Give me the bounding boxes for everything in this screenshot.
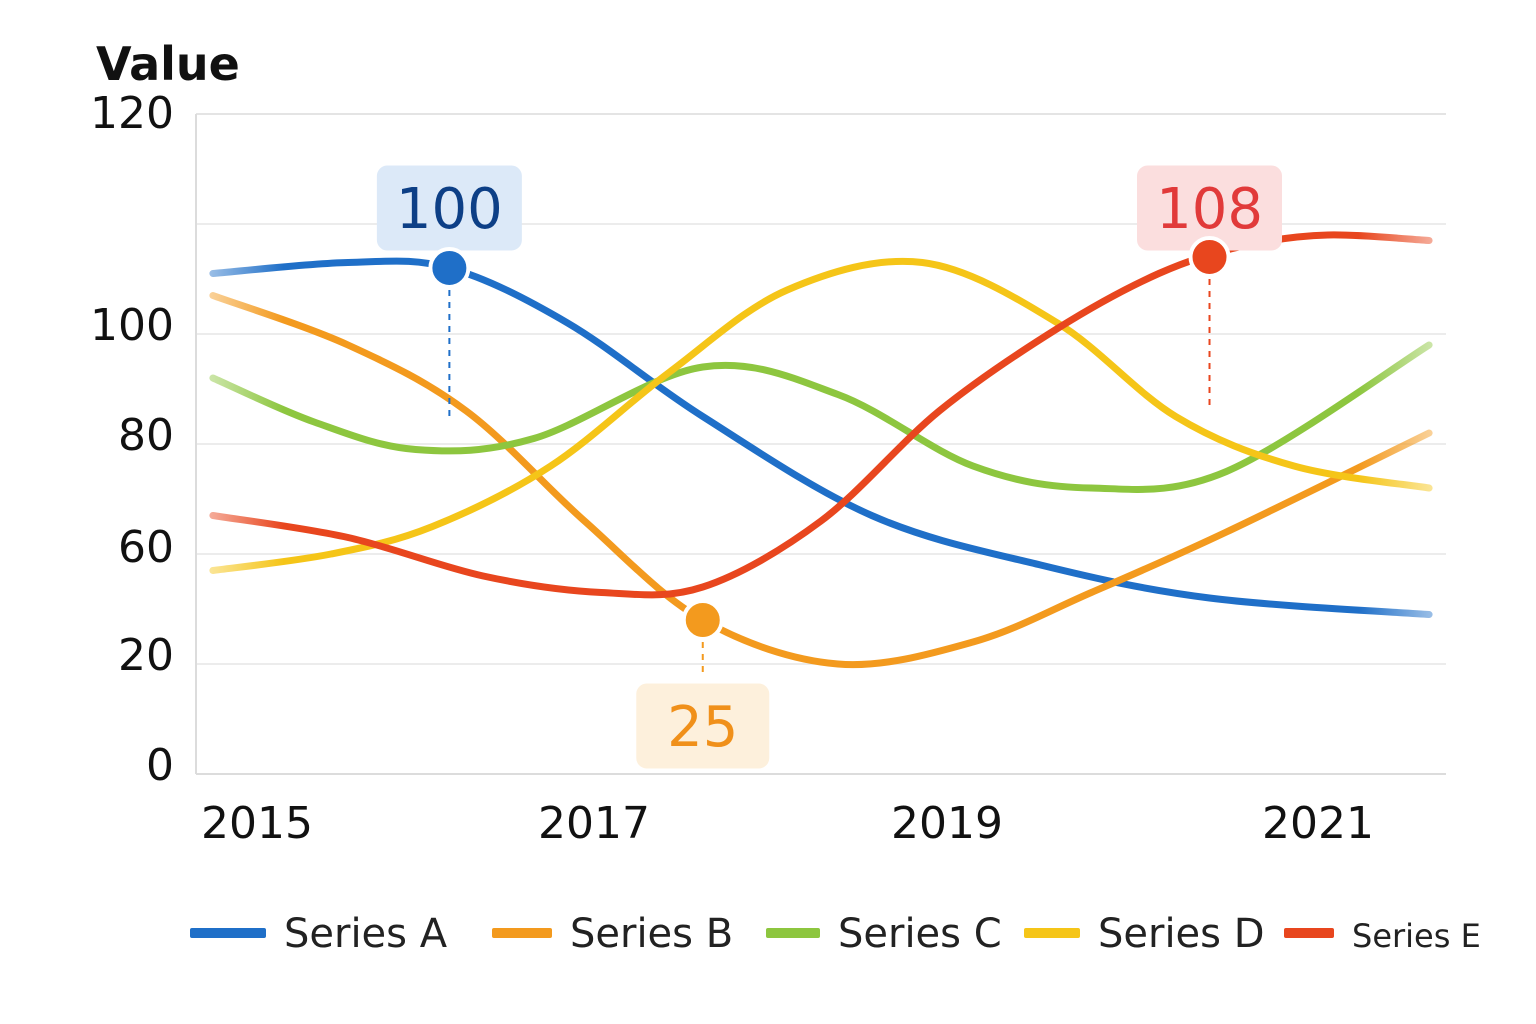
legend-item-series-b: Series B [492,911,733,957]
y-tick-label: 100 [90,300,174,351]
series-line-series-a [209,257,1433,618]
legend-label: Series B [570,911,733,957]
y-tick-label: 80 [118,410,174,461]
legend-label: Series C [838,911,1002,957]
x-tick-label: 2021 [1262,798,1374,849]
highlight-point [428,247,471,289]
legend: Series A Series B Series C Series D Series E [190,911,1481,957]
legend-swatch [1284,928,1334,938]
x-tick-label: 2019 [891,798,1003,849]
series-lines [209,231,1433,669]
legend-swatch [190,928,266,938]
y-tick-label: 0 [146,740,174,791]
legend-label: Series D [1098,911,1265,957]
callout-25: 25 [636,599,770,769]
callout-box [636,683,770,769]
x-tick-labels: 2015 2017 2019 2021 [201,798,1374,849]
callout-108: 108 [1137,165,1283,407]
callout-label: 100 [396,177,503,242]
x-tick-label: 2017 [538,798,650,849]
legend-item-series-e: Series E [1284,917,1481,955]
y-tick-labels: 0 20 60 80 100 120 [90,88,174,791]
highlight-point [681,599,724,641]
y-tick-label: 20 [118,630,174,681]
legend-label: Series E [1352,917,1481,955]
callout-100: 100 [376,165,522,418]
legend-item-series-d: Series D [1024,911,1265,957]
legend-swatch [492,928,552,938]
series-line-series-b [209,292,1433,669]
series-line-series-c [209,341,1433,493]
y-tick-label: 120 [90,88,174,139]
callouts: 100 25 108 [376,165,1283,769]
legend-item-series-c: Series C [766,911,1002,957]
x-tick-label: 2015 [201,798,313,849]
axes [195,113,1446,775]
y-tick-label: 60 [118,522,174,573]
callout-label: 25 [667,695,738,760]
y-axis-title: Value [96,37,240,91]
legend-item-series-a: Series A [190,911,448,957]
legend-swatch [766,928,820,938]
highlight-point [1188,236,1231,278]
callout-label: 108 [1156,177,1263,242]
series-line-series-d [209,257,1433,574]
legend-label: Series A [284,911,448,957]
legend-swatch [1024,928,1080,938]
